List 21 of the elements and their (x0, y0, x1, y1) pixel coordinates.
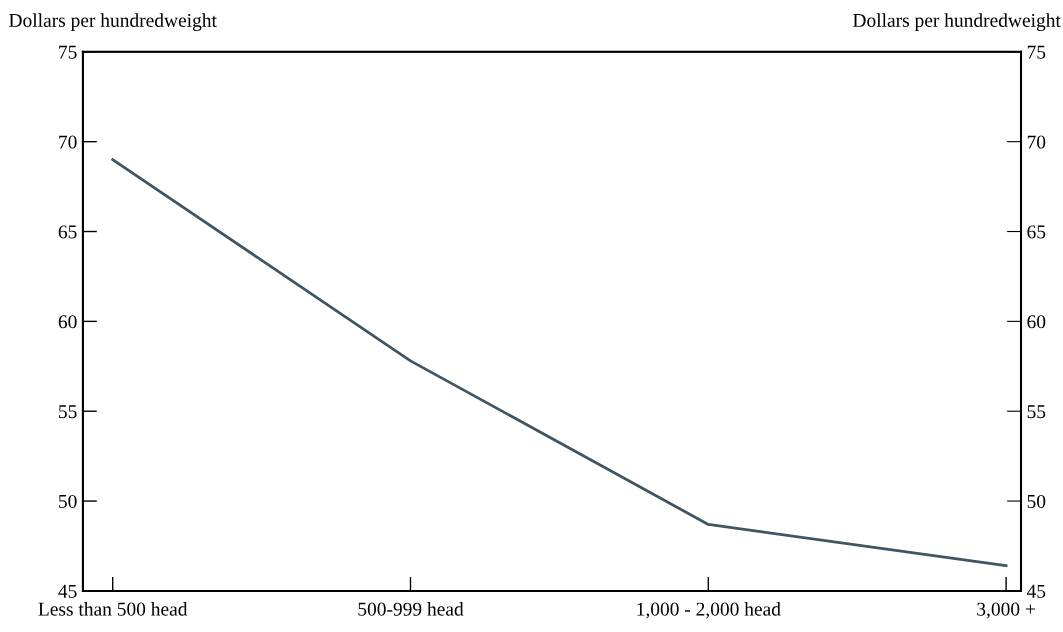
x-tick-label: 3,000 + (977, 602, 1035, 619)
x-tick-label: 1,000 - 2,000 head (637, 602, 781, 619)
y-axis-title: Dollars per hundredweight (9, 13, 217, 31)
x-tick-label: Less than 500 head (38, 602, 188, 616)
y-tick-label: 75 (59, 45, 77, 59)
y2-tick-label: 60 (1027, 315, 1046, 329)
y2-tick-label: 55 (1027, 405, 1046, 419)
line-series (111, 158, 1008, 568)
y2-tick-label: 75 (1027, 45, 1046, 59)
y-tick-label: 45 (58, 584, 77, 598)
y2-tick-label: 65 (1027, 225, 1046, 239)
y-tick-label: 70 (59, 135, 77, 149)
y-tick-label: 50 (59, 494, 77, 509)
y2-axis-title: Dollars per hundredweight (853, 13, 1061, 31)
y-tick-label: 65 (58, 225, 77, 239)
y-tick-label: 55 (59, 405, 77, 419)
y-tick-label: 60 (58, 315, 77, 329)
y2-tick-label: 70 (1027, 135, 1046, 149)
y2-tick-label: 45 (1026, 584, 1046, 598)
x-tick-label: 500-999 head (358, 602, 464, 616)
y2-tick-label: 50 (1027, 494, 1046, 509)
